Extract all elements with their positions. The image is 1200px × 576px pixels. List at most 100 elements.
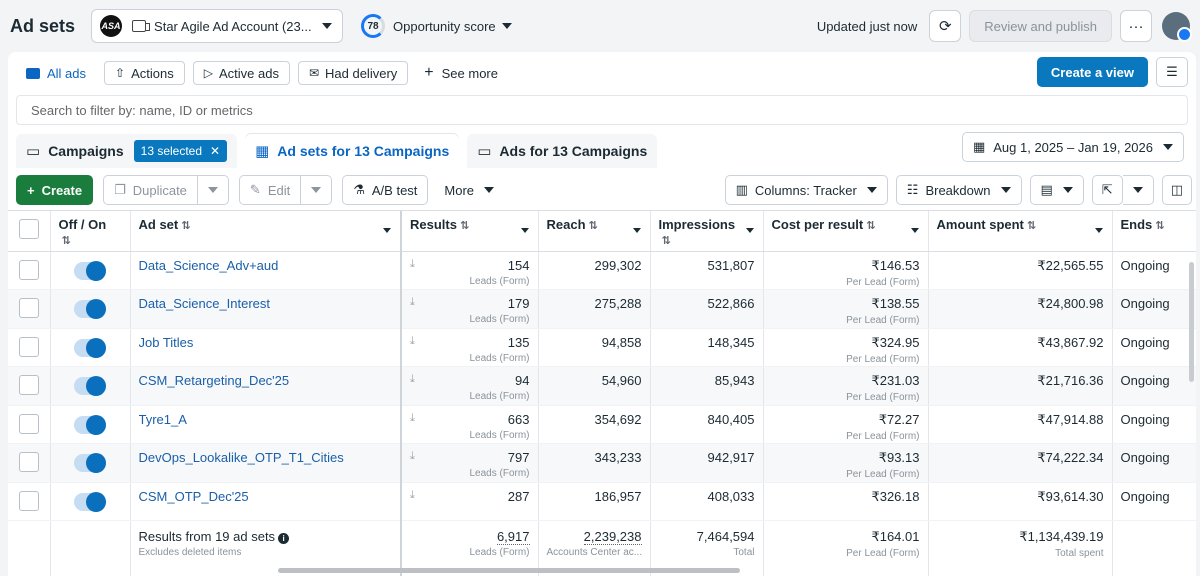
more-options-button[interactable]: ··· — [1120, 10, 1152, 42]
adset-name-link[interactable]: Data_Science_Adv+aud — [138, 257, 279, 273]
adset-name-link[interactable]: Job Titles — [138, 334, 194, 350]
col-reach[interactable]: Reach ⇅ — [538, 211, 651, 252]
delivery-toggle[interactable] — [74, 376, 106, 396]
table-row[interactable]: Data_Science_Adv+aud ⤓ 154 Leads (Form) 299,… — [8, 251, 1196, 290]
sort-icon[interactable]: ⇅ — [181, 220, 191, 232]
row-checkbox[interactable] — [18, 490, 39, 511]
opportunity-score[interactable]: 78 Opportunity score — [361, 14, 512, 38]
view-all-ads[interactable]: All ads — [16, 61, 96, 85]
download-icon[interactable]: ⤓ — [410, 411, 415, 424]
more-button[interactable]: More — [434, 175, 504, 205]
columns-button[interactable]: ▥ Columns: Tracker — [724, 175, 888, 205]
delivery-toggle[interactable] — [74, 260, 106, 281]
tab-ads[interactable]: ▭ Ads for 13 Campaigns — [467, 134, 658, 168]
col-spent[interactable]: Amount spent ⇅ — [928, 211, 1113, 252]
row-checkbox[interactable] — [18, 413, 39, 434]
duplicate-button[interactable]: ❐ Duplicate — [103, 175, 198, 205]
view-actions[interactable]: ⇧ Actions — [104, 61, 185, 85]
edit-dropdown[interactable] — [301, 175, 333, 205]
view-settings-button[interactable]: ☰ — [1156, 57, 1188, 87]
breakdown-button[interactable]: ☷ Breakdown — [895, 175, 1022, 205]
row-checkbox[interactable] — [18, 259, 39, 280]
col-adset[interactable]: Ad set ⇅ — [130, 211, 402, 252]
charts-button[interactable]: ◫ — [1161, 175, 1192, 205]
adset-name-link[interactable]: Tyre1_A — [138, 411, 187, 427]
date-range-picker[interactable]: ▦ Aug 1, 2025 – Jan 19, 2026 — [961, 132, 1184, 162]
delivery-toggle[interactable] — [74, 414, 106, 435]
row-checkbox[interactable] — [18, 298, 39, 318]
delivery-toggle[interactable] — [74, 453, 106, 473]
adset-name-link[interactable]: CSM_OTP_Dec'25 — [138, 488, 249, 504]
tab-adsets[interactable]: ▦ Ad sets for 13 Campaigns — [245, 134, 460, 168]
vertical-scrollbar[interactable] — [1189, 262, 1194, 382]
tab-campaigns[interactable]: ▭ Campaigns 13 selected ✕ — [16, 134, 238, 168]
view-had-delivery[interactable]: ✉ Had delivery — [297, 61, 409, 85]
table-row[interactable]: CSM_Retargeting_Dec'25 ⤓ 94 Leads (Form) 54,… — [8, 366, 1196, 406]
delivery-toggle[interactable] — [74, 337, 106, 358]
table-row[interactable]: Job Titles ⤓ 135 Leads (Form) 94,858 148,345 ₹… — [8, 328, 1196, 367]
sort-icon[interactable]: ⇅ — [459, 220, 470, 232]
select-all-checkbox[interactable] — [18, 219, 39, 239]
download-icon[interactable]: ⤓ — [410, 334, 415, 347]
sort-icon[interactable]: ⇅ — [1026, 220, 1037, 232]
create-button[interactable]: + Create — [16, 175, 94, 205]
chevron-down-icon[interactable] — [910, 228, 919, 233]
row-select-cell — [8, 482, 51, 521]
see-more-label: See more — [441, 65, 498, 81]
download-icon[interactable]: ⤓ — [410, 488, 415, 501]
ends-cell: Ongoing — [1112, 289, 1196, 329]
chevron-down-icon[interactable] — [632, 228, 641, 233]
row-checkbox[interactable] — [18, 452, 39, 472]
see-more-button[interactable]: + See more — [424, 64, 498, 82]
download-icon[interactable]: ⤓ — [410, 257, 415, 270]
edit-button[interactable]: ✎ Edit — [238, 175, 302, 205]
chevron-down-icon[interactable] — [745, 228, 754, 233]
create-view-button[interactable]: Create a view — [1036, 57, 1148, 87]
delivery-toggle[interactable] — [74, 491, 106, 512]
adset-name-link[interactable]: CSM_Retargeting_Dec'25 — [138, 373, 290, 388]
horizontal-scrollbar[interactable] — [278, 568, 740, 573]
close-icon[interactable]: ✕ — [210, 144, 221, 158]
adset-name-link[interactable]: Data_Science_Interest — [138, 296, 271, 311]
sort-icon[interactable]: ⇅ — [661, 235, 671, 247]
info-icon[interactable]: i — [278, 533, 290, 544]
row-checkbox[interactable] — [18, 336, 39, 357]
ab-test-button[interactable]: ⚗ A/B test — [342, 175, 429, 205]
refresh-button[interactable]: ⟳ — [929, 10, 962, 42]
table-row[interactable]: Tyre1_A ⤓ 663 Leads (Form) 354,692 840,405 ₹72… — [8, 405, 1196, 444]
selected-badge[interactable]: 13 selected ✕ — [133, 140, 228, 162]
table-row[interactable]: CSM_OTP_Dec'25 ⤓ 287 186,957 408,033 ₹326.18 ₹… — [8, 482, 1196, 521]
adset-name-cell: Data_Science_Interest — [130, 289, 402, 329]
reports-button[interactable]: ▤ — [1029, 175, 1084, 205]
col-impressions[interactable]: Impressions ⇅ — [650, 211, 764, 252]
search-input[interactable]: Search to filter by: name, ID or metrics — [16, 95, 1188, 125]
review-publish-button[interactable]: Review and publish — [969, 10, 1112, 42]
duplicate-dropdown[interactable] — [197, 175, 229, 205]
col-offon[interactable]: Off / On ⇅ — [50, 211, 131, 252]
account-picker[interactable]: ASA Star Agile Ad Account (23... — [91, 9, 344, 43]
results-value: 154 — [507, 257, 530, 273]
export-button[interactable]: ⇱ — [1091, 175, 1123, 205]
download-icon[interactable]: ⤓ — [410, 373, 415, 385]
more-label: More — [444, 182, 475, 198]
sort-icon[interactable]: ⇅ — [866, 220, 876, 232]
chevron-down-icon[interactable] — [520, 228, 529, 233]
table-row[interactable]: Data_Science_Interest ⤓ 179 Leads (Form) 275… — [8, 289, 1196, 329]
delivery-toggle[interactable] — [74, 299, 106, 319]
export-dropdown[interactable] — [1122, 175, 1154, 205]
avatar[interactable] — [1162, 12, 1192, 42]
download-icon[interactable]: ⤓ — [410, 450, 415, 462]
view-active-ads[interactable]: ▷ Active ads — [192, 61, 290, 85]
chevron-down-icon[interactable] — [383, 228, 391, 233]
sort-icon[interactable]: ⇅ — [588, 220, 598, 232]
sort-icon[interactable]: ⇅ — [1155, 220, 1165, 232]
col-cost[interactable]: Cost per result ⇅ — [763, 211, 929, 252]
sort-icon[interactable]: ⇅ — [61, 235, 71, 247]
col-ends[interactable]: Ends ⇅ — [1112, 211, 1196, 252]
col-results[interactable]: Results ⇅ — [401, 211, 539, 252]
adset-name-link[interactable]: DevOps_Lookalike_OTP_T1_Cities — [138, 450, 344, 465]
download-icon[interactable]: ⤓ — [410, 296, 415, 308]
row-checkbox[interactable] — [18, 375, 39, 395]
table-row[interactable]: DevOps_Lookalike_OTP_T1_Cities ⤓ 797 Leads … — [8, 443, 1196, 483]
chevron-down-icon[interactable] — [1094, 228, 1103, 233]
